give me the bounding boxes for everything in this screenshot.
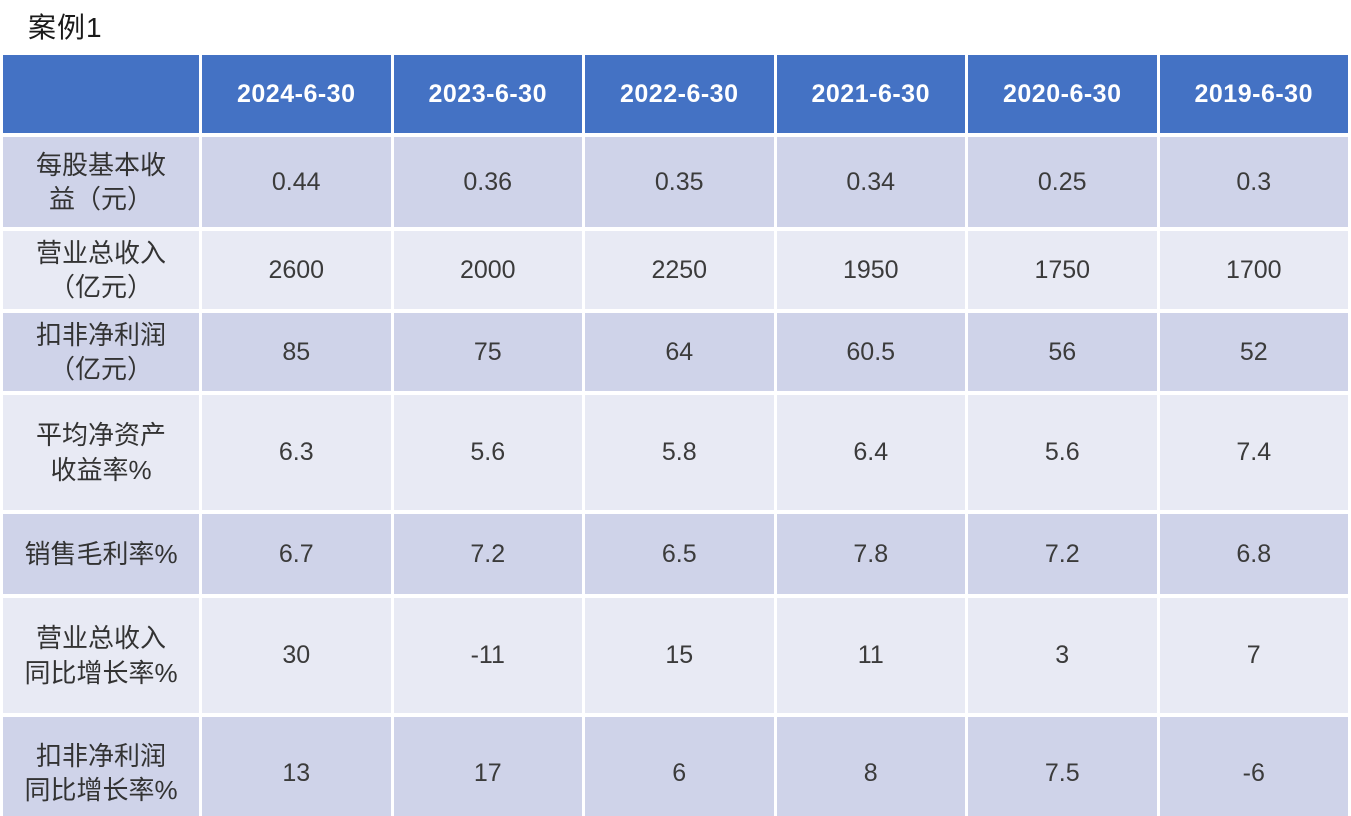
table-cell: 6.7 (202, 514, 391, 594)
row-label: 平均净资产 收益率% (3, 395, 199, 510)
table-cell: 0.3 (1159, 137, 1348, 227)
table-row: 每股基本收 益（元） 0.44 0.36 0.35 0.34 0.25 0.3 (3, 137, 1348, 227)
table-row: 营业总收入 （亿元） 2600 2000 2250 1950 1750 1700 (3, 231, 1348, 309)
row-label: 每股基本收 益（元） (3, 137, 199, 227)
table-cell: 1700 (1159, 231, 1348, 309)
column-header: 2021-6-30 (776, 55, 965, 133)
table-cell: 0.35 (585, 137, 774, 227)
column-header: 2020-6-30 (968, 55, 1157, 133)
row-label: 销售毛利率% (3, 514, 199, 594)
table-cell: -6 (1159, 717, 1348, 816)
table-cell: 1750 (968, 231, 1157, 309)
table-row: 营业总收入 同比增长率% 30 -11 15 11 3 7 (3, 598, 1348, 713)
table-cell: 1950 (776, 231, 965, 309)
table-cell: 56 (968, 313, 1157, 391)
table-cell: 60.5 (776, 313, 965, 391)
table-cell: 3 (968, 598, 1157, 713)
financial-table: 2024-6-30 2023-6-30 2022-6-30 2021-6-30 … (0, 51, 1351, 816)
table-cell: 7.4 (1159, 395, 1348, 510)
table-cell: 2600 (202, 231, 391, 309)
table-cell: 0.25 (968, 137, 1157, 227)
table-cell: 30 (202, 598, 391, 713)
table-cell: 15 (585, 598, 774, 713)
table-cell: 5.6 (968, 395, 1157, 510)
column-header: 2019-6-30 (1159, 55, 1348, 133)
table-cell: 52 (1159, 313, 1348, 391)
table-cell: 7.5 (968, 717, 1157, 816)
corner-header-cell (3, 55, 199, 133)
column-header: 2022-6-30 (585, 55, 774, 133)
table-row: 销售毛利率% 6.7 7.2 6.5 7.8 7.2 6.8 (3, 514, 1348, 594)
table-cell: 75 (393, 313, 582, 391)
table-cell: 7 (1159, 598, 1348, 713)
table-row: 扣非净利润 （亿元） 85 75 64 60.5 56 52 (3, 313, 1348, 391)
table-cell: 6.8 (1159, 514, 1348, 594)
row-label: 营业总收入 同比增长率% (3, 598, 199, 713)
table-cell: 6.4 (776, 395, 965, 510)
table-cell: 7.2 (393, 514, 582, 594)
table-cell: 11 (776, 598, 965, 713)
page-title: 案例1 (28, 12, 103, 43)
table-cell: 85 (202, 313, 391, 391)
table-container: 2024-6-30 2023-6-30 2022-6-30 2021-6-30 … (0, 51, 1351, 816)
row-label: 营业总收入 （亿元） (3, 231, 199, 309)
table-cell: 13 (202, 717, 391, 816)
table-cell: 6.5 (585, 514, 774, 594)
column-header: 2023-6-30 (393, 55, 582, 133)
table-cell: 2250 (585, 231, 774, 309)
table-cell: -11 (393, 598, 582, 713)
row-label: 扣非净利润 （亿元） (3, 313, 199, 391)
column-header: 2024-6-30 (202, 55, 391, 133)
table-cell: 7.8 (776, 514, 965, 594)
table-cell: 0.44 (202, 137, 391, 227)
table-cell: 6.3 (202, 395, 391, 510)
table-cell: 8 (776, 717, 965, 816)
table-header-row: 2024-6-30 2023-6-30 2022-6-30 2021-6-30 … (3, 55, 1348, 133)
table-cell: 64 (585, 313, 774, 391)
table-cell: 0.34 (776, 137, 965, 227)
table-row: 扣非净利润 同比增长率% 13 17 6 8 7.5 -6 (3, 717, 1348, 816)
table-cell: 0.36 (393, 137, 582, 227)
table-cell: 6 (585, 717, 774, 816)
table-cell: 5.8 (585, 395, 774, 510)
row-label: 扣非净利润 同比增长率% (3, 717, 199, 816)
table-cell: 17 (393, 717, 582, 816)
table-cell: 2000 (393, 231, 582, 309)
table-cell: 7.2 (968, 514, 1157, 594)
table-cell: 5.6 (393, 395, 582, 510)
table-row: 平均净资产 收益率% 6.3 5.6 5.8 6.4 5.6 7.4 (3, 395, 1348, 510)
